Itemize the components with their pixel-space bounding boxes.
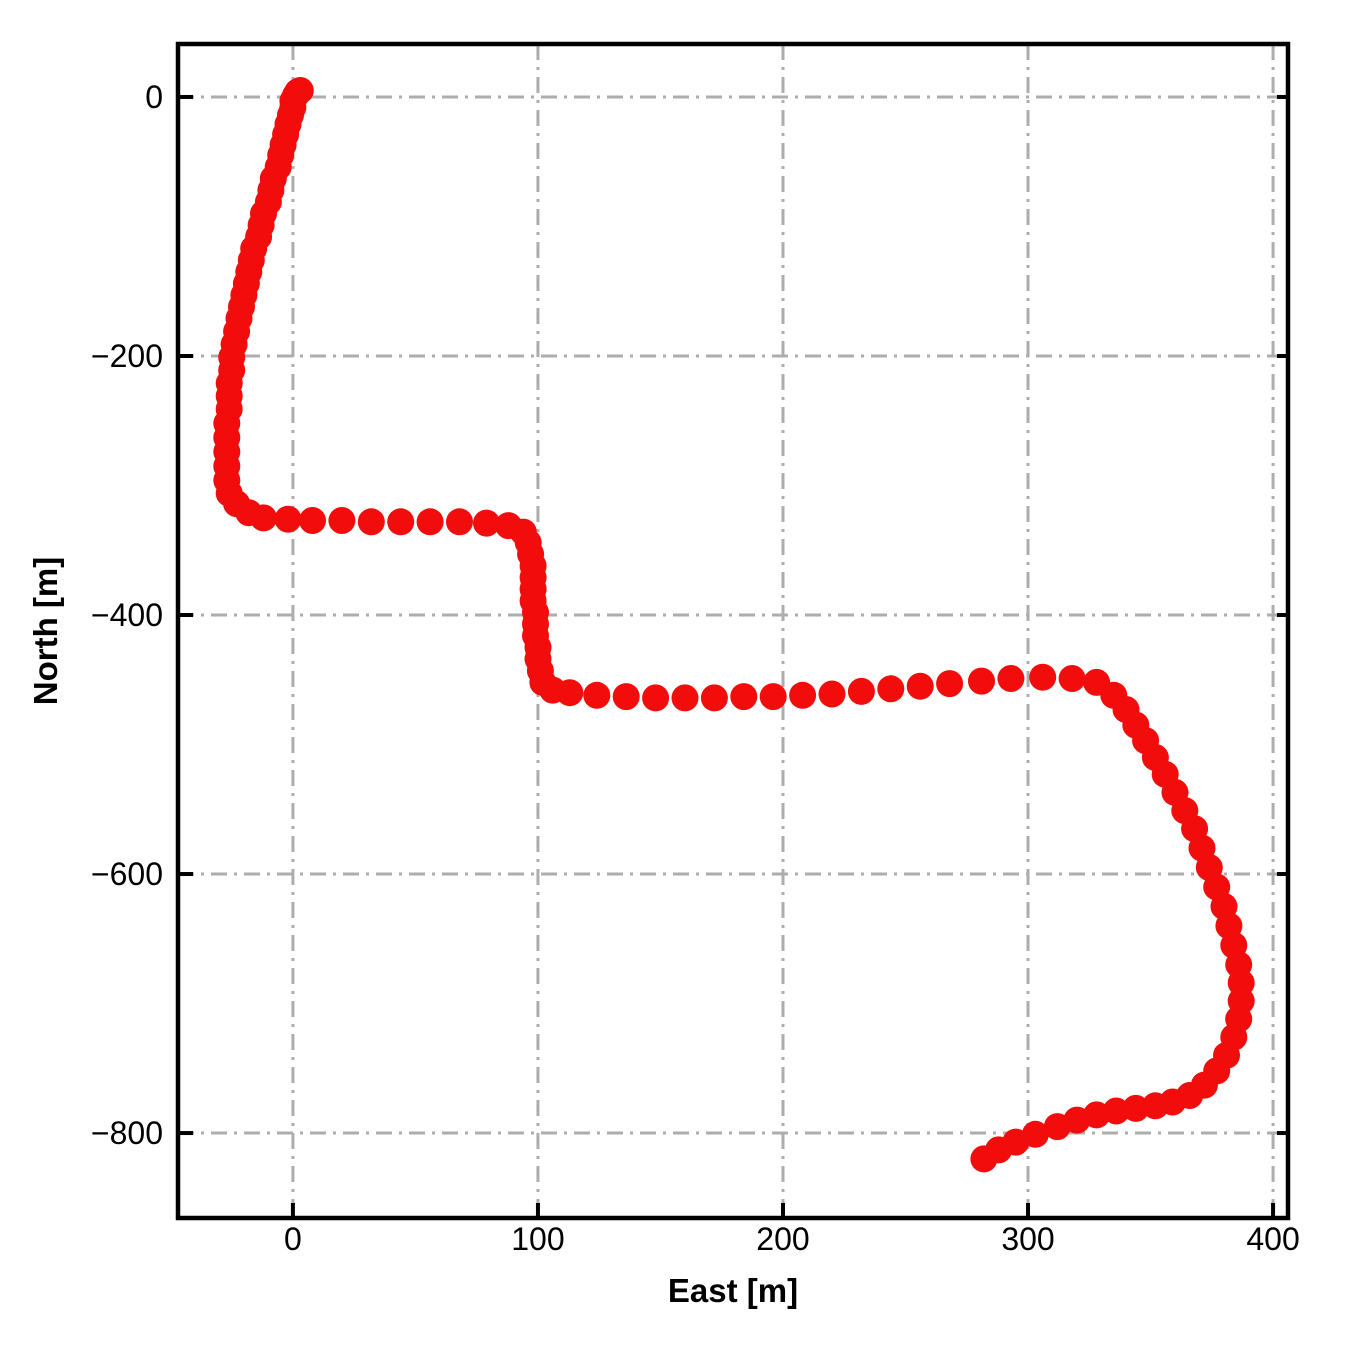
trajectory-point: [556, 679, 584, 707]
trajectory-point: [1029, 663, 1057, 691]
trajectory-point: [818, 680, 846, 708]
trajectory-point: [357, 508, 385, 536]
trajectory-point: [968, 667, 995, 695]
trajectory-point: [1058, 665, 1086, 692]
trajectory-point: [328, 507, 356, 534]
trajectory-point: [936, 670, 964, 698]
trajectory-point: [671, 684, 699, 712]
x-axis-label: East [m]: [668, 1272, 798, 1309]
trajectory-point: [730, 683, 758, 711]
trajectory-point: [1141, 1092, 1169, 1120]
trajectory-point: [416, 508, 444, 536]
y-axis-label: North [m]: [27, 557, 64, 705]
y-tick-label: −800: [91, 1115, 163, 1151]
trajectory-point: [997, 665, 1025, 692]
trajectory-point: [1122, 1094, 1150, 1122]
x-tick-label: 0: [284, 1221, 302, 1257]
trajectory-point: [877, 675, 905, 703]
trajectory-point: [387, 508, 415, 536]
trajectory-point: [446, 508, 473, 536]
grid-lines: [178, 44, 1288, 1218]
x-tick-label: 200: [756, 1221, 809, 1257]
x-tick-label: 100: [511, 1221, 564, 1257]
y-tick-label: −200: [91, 338, 163, 374]
trajectory-points: [213, 77, 1255, 1173]
trajectory-point: [847, 677, 875, 705]
trajectory-point: [906, 672, 934, 700]
y-tick-label: −400: [91, 597, 163, 633]
trajectory-point: [1043, 1113, 1071, 1141]
x-tick-label: 300: [1001, 1221, 1054, 1257]
trajectory-point: [250, 504, 277, 532]
trajectory-point: [642, 684, 670, 712]
trajectory-point: [299, 507, 326, 534]
trajectory-point: [612, 683, 640, 711]
tick-labels: 0 100 200 300 400 0 −200 −400 −600 −800: [91, 79, 1300, 1257]
axis-ticks: [178, 94, 1288, 1218]
trajectory-point: [274, 505, 302, 533]
trajectory-point: [700, 684, 728, 712]
trajectory-point: [759, 683, 787, 711]
x-tick-label: 400: [1246, 1221, 1299, 1257]
trajectory-point: [473, 509, 500, 537]
trajectory-point: [789, 681, 817, 709]
y-tick-label: −600: [91, 856, 163, 892]
trajectory-point: [583, 681, 611, 709]
plot-border: [175, 41, 1291, 1221]
y-tick-label: 0: [145, 79, 163, 115]
trajectory-point: [970, 1145, 998, 1173]
